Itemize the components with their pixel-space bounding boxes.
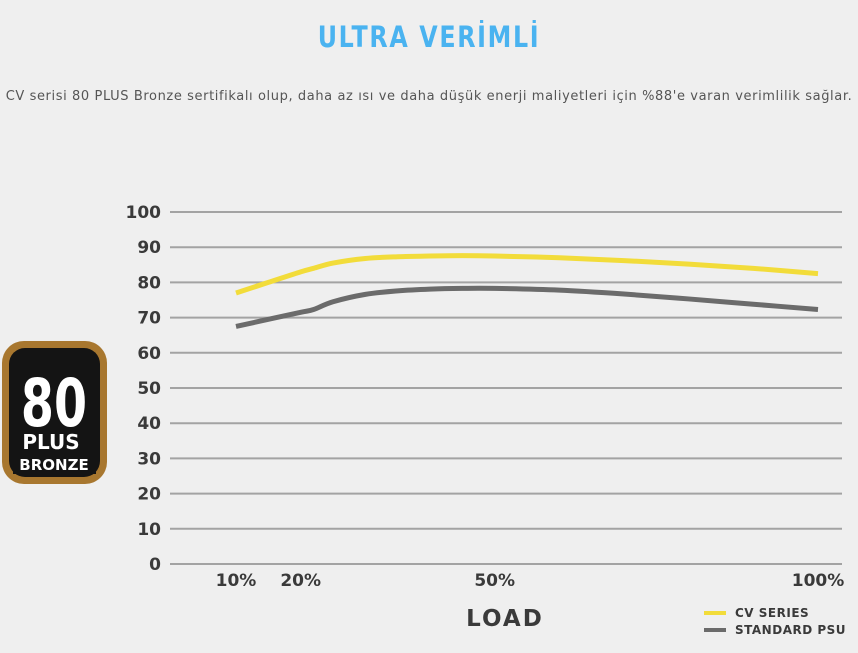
y-tick-label: 70 [137, 309, 161, 329]
page-description: CV serisi 80 PLUS Bronze sertifikalı olu… [5, 89, 853, 104]
badge-tier: BRONZE [19, 456, 88, 474]
x-axis-ticks: 10% 20% 50% 100% [216, 571, 845, 591]
y-tick-label: 90 [137, 238, 161, 258]
x-tick-label: 100% [792, 571, 845, 591]
y-axis-ticks: 0 10 20 30 40 50 60 70 80 90 100 [126, 203, 162, 575]
y-tick-label: 50 [137, 379, 161, 399]
series-line-standard-psu [235, 285, 819, 329]
badge-black-panel [9, 348, 100, 477]
y-tick-label: 20 [137, 485, 161, 505]
y-tick-label: 0 [149, 555, 161, 575]
chart-legend: CV SERIES STANDARD PSU [704, 606, 846, 637]
chart-grid [170, 211, 842, 565]
x-tick-label: 10% [216, 571, 257, 591]
x-tick-label: 50% [474, 571, 515, 591]
legend-label-cv-series: CV SERIES [735, 606, 809, 620]
y-tick-label: 30 [137, 449, 161, 469]
y-tick-label: 100 [126, 203, 162, 223]
badge-tier-bar [13, 452, 96, 474]
series-line-cv-series [235, 253, 819, 296]
y-tick-label: 80 [137, 273, 161, 293]
x-axis-label: LOAD [466, 606, 544, 632]
chart-series [235, 253, 819, 329]
x-tick-label: 20% [280, 571, 321, 591]
page-title: ULTRA VERİMLİ [317, 20, 541, 54]
legend-label-standard-psu: STANDARD PSU [735, 623, 846, 637]
y-tick-label: 40 [137, 414, 161, 434]
80-plus-bronze-badge: 80 PLUS BRONZE [2, 341, 107, 484]
y-tick-label: 10 [137, 520, 161, 540]
badge-number: 80 [21, 365, 87, 442]
badge-plus: PLUS [22, 430, 79, 454]
y-tick-label: 60 [137, 344, 161, 364]
